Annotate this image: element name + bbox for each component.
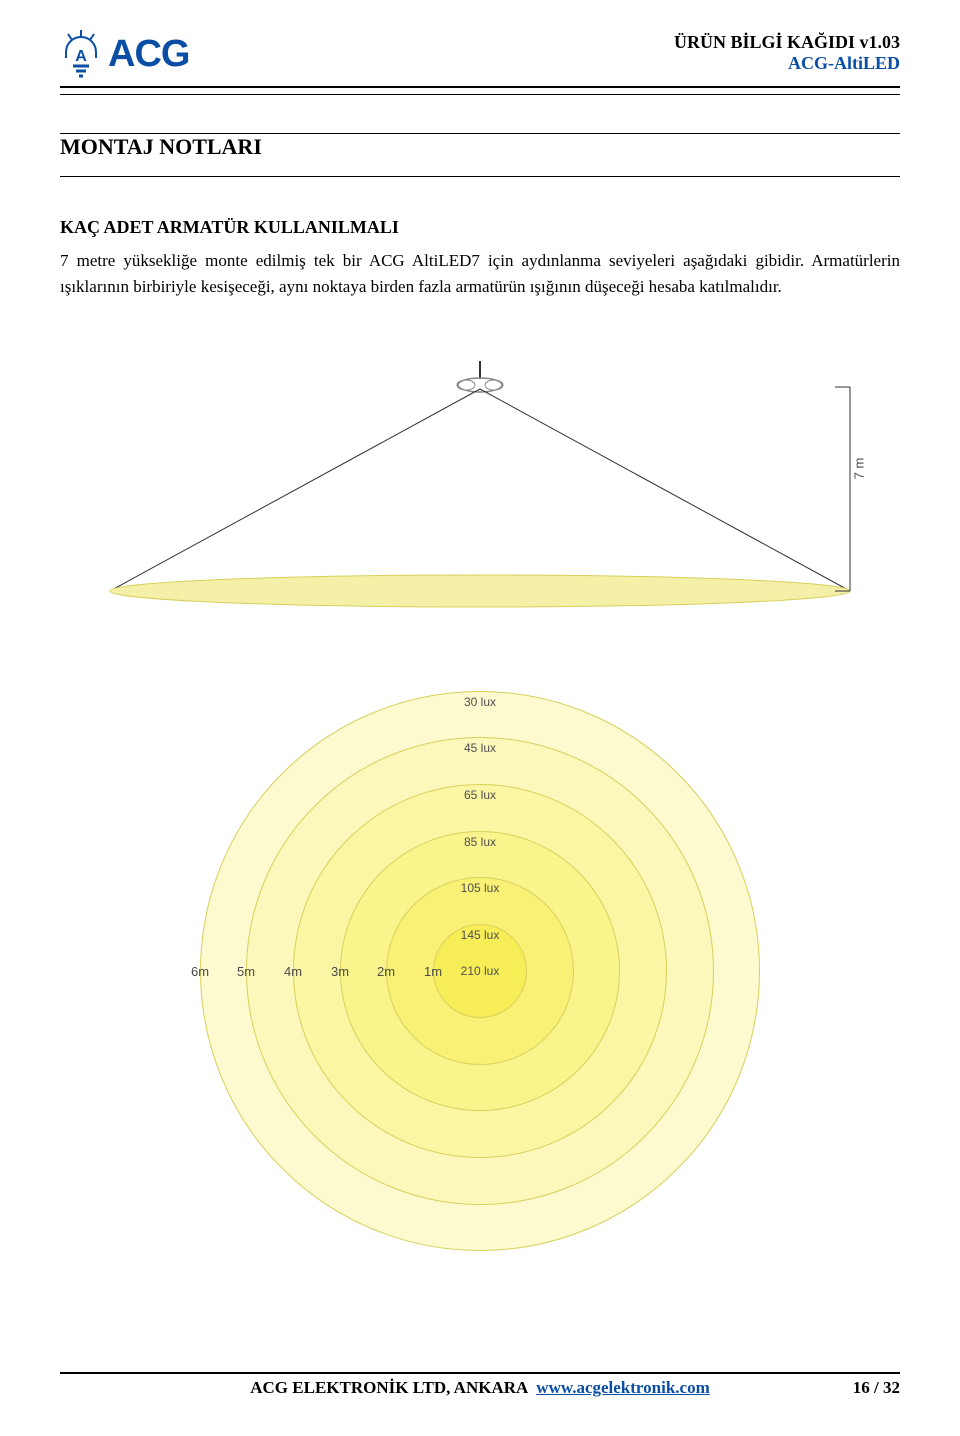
- footer-line: ACG ELEKTRONİK LTD, ANKARA www.acgelektr…: [60, 1378, 900, 1398]
- section-title-block: MONTAJ NOTLARI: [60, 133, 900, 170]
- section-title: MONTAJ NOTLARI: [60, 134, 900, 170]
- footer-page-number: 16 / 32: [853, 1378, 900, 1398]
- height-label: 7 m: [852, 457, 867, 479]
- footer-url: www.acgelektronik.com: [536, 1378, 709, 1398]
- distance-label: 2m: [377, 964, 395, 979]
- lux-circles-diagram: 30 lux 45 lux 65 lux 85 lux 105 lux 145 lux 21…: [200, 691, 760, 1251]
- doc-subtitle: ACG-AltiLED: [674, 53, 900, 74]
- header-right: ÜRÜN BİLGİ KAĞIDI v1.03 ACG-AltiLED: [674, 30, 900, 74]
- footer-company: ACG ELEKTRONİK LTD, ANKARA: [250, 1378, 528, 1398]
- cone-diagram: 7 m: [100, 361, 860, 611]
- section-rule-bottom: [60, 176, 900, 177]
- lux-label: 105 lux: [461, 881, 500, 895]
- header-rule: [60, 94, 900, 95]
- distance-label: 1m: [424, 964, 442, 979]
- page-header: A ACG ÜRÜN BİLGİ KAĞIDI v1.03 ACG-AltiLE…: [60, 30, 900, 88]
- cone-svg: [100, 361, 860, 611]
- svg-text:A: A: [75, 48, 87, 65]
- lux-label: 45 lux: [464, 741, 496, 755]
- lux-label-center: 210 lux: [461, 964, 500, 978]
- doc-title: ÜRÜN BİLGİ KAĞIDI v1.03: [674, 32, 900, 53]
- logo-text: ACG: [108, 33, 189, 76]
- lux-label: 85 lux: [464, 835, 496, 849]
- section-paragraph: 7 metre yüksekliğe monte edilmiş tek bir…: [60, 248, 900, 301]
- distance-label: 6m: [191, 964, 209, 979]
- footer-rule: [60, 1372, 900, 1374]
- logo-icon: A: [60, 30, 102, 78]
- lux-label: 145 lux: [461, 928, 500, 942]
- lux-label: 65 lux: [464, 788, 496, 802]
- distance-label: 3m: [331, 964, 349, 979]
- section-subtitle: KAÇ ADET ARMATÜR KULLANILMALI: [60, 217, 900, 238]
- distance-label: 5m: [237, 964, 255, 979]
- logo: A ACG: [60, 30, 189, 78]
- lux-label: 30 lux: [464, 695, 496, 709]
- page-footer: ACG ELEKTRONİK LTD, ANKARA www.acgelektr…: [60, 1372, 900, 1398]
- distance-label: 4m: [284, 964, 302, 979]
